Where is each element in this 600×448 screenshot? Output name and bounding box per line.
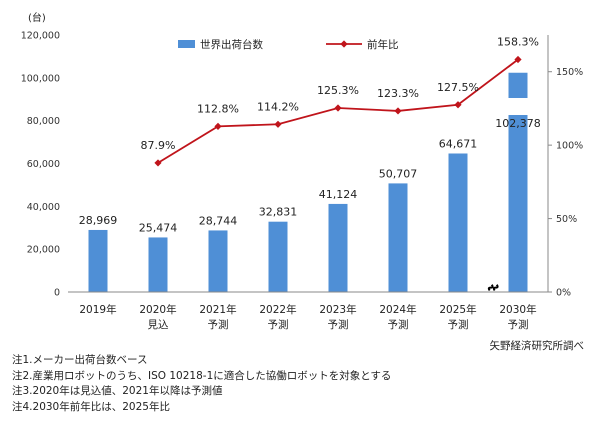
x-category-label: 2023年	[319, 303, 356, 316]
left-y-tick: 20,000	[27, 245, 60, 256]
axis-break-mark	[487, 98, 529, 292]
bar-data-label: 102,378	[495, 117, 541, 130]
left-y-tick: 100,000	[21, 73, 60, 84]
right-y-tick: 0%	[556, 288, 571, 299]
line-marker	[274, 120, 282, 128]
line-marker	[454, 101, 462, 109]
line-data-label: 123.3%	[377, 87, 419, 100]
bar	[508, 72, 528, 292]
footnote: 注1.メーカー出荷台数ベース	[12, 354, 148, 366]
bar-series	[68, 72, 548, 293]
bar-data-label: 28,969	[79, 214, 118, 227]
right-y-tick: 100%	[556, 141, 583, 152]
line-data-label: 158.3%	[497, 36, 539, 49]
footnote: 注3.2020年は見込値、2021年以降は予測値	[12, 385, 223, 397]
x-category-sublabel: 見込	[148, 319, 169, 331]
line-marker	[154, 159, 162, 167]
left-y-tick: 40,000	[27, 202, 60, 213]
y-axis-unit: (台)	[28, 11, 46, 24]
chart: 020,00040,00060,00080,000100,000120,000 …	[21, 11, 583, 331]
x-category-sublabel: 予測	[268, 318, 289, 331]
left-y-tick: 0	[54, 288, 60, 299]
line-series	[154, 55, 522, 167]
bar-data-label: 28,744	[199, 214, 238, 227]
footnote: 注4.2030年前年比は、2025年比	[12, 400, 170, 413]
bar	[88, 229, 108, 292]
x-category-label: 2020年	[139, 303, 176, 316]
legend: 世界出荷台数 前年比	[178, 38, 399, 51]
legend-swatch-marker	[340, 40, 348, 48]
bar	[268, 221, 288, 292]
line-marker	[394, 107, 402, 115]
x-category-sublabel: 予測	[388, 318, 409, 331]
bar-data-label: 41,124	[319, 188, 358, 201]
bar-data-label: 32,831	[259, 206, 298, 219]
line-data-label: 125.3%	[317, 84, 359, 97]
bar	[448, 153, 468, 292]
line-data-label: 87.9%	[141, 139, 176, 152]
right-y-axis-ticks: 0% 50% 100% 150%	[547, 35, 583, 299]
left-y-tick: 120,000	[21, 31, 60, 42]
line-marker	[514, 55, 522, 64]
left-y-tick: 80,000	[27, 116, 60, 127]
x-category-label: 2030年	[499, 303, 536, 316]
legend-label: 前年比	[367, 38, 399, 51]
line-marker	[214, 122, 222, 130]
x-category-sublabel: 予測	[208, 318, 229, 331]
line-data-label: 112.8%	[197, 102, 239, 115]
left-y-axis-ticks: 0 20,000 40,000 60,000 80,000 100,000 120,000	[21, 31, 60, 299]
left-y-tick: 60,000	[27, 159, 60, 170]
line-data-label: 114.2%	[257, 100, 299, 113]
bar-break-gap	[507, 98, 529, 115]
axis-break-tilde	[492, 284, 499, 292]
source-credit: 矢野経済研究所調べ	[489, 340, 585, 352]
bar-data-label: 25,474	[139, 221, 178, 234]
x-category-label: 2021年	[199, 303, 236, 316]
legend-swatch-bars	[178, 40, 195, 48]
x-category-sublabel: 予測	[448, 318, 469, 331]
bar	[328, 203, 348, 292]
axis-break-tilde	[487, 284, 494, 292]
x-category-label: 2019年	[79, 303, 116, 316]
line-marker	[334, 104, 342, 112]
line-data-label: 127.5%	[437, 81, 479, 94]
x-category-label: 2024年	[379, 303, 416, 316]
x-category-sublabel: 予測	[328, 318, 349, 331]
bar-data-label: 50,707	[379, 167, 418, 180]
bar-data-labels: 28,969 25,474 28,744 32,831 41,124 50,707 64,6…	[79, 117, 541, 234]
right-y-tick: 50%	[556, 214, 577, 225]
footnotes: 注1.メーカー出荷台数ベース 注2.産業用ロボットのうち、ISO 10218-1…	[12, 353, 391, 415]
x-category-label: 2022年	[259, 303, 296, 316]
x-category-label: 2025年	[439, 303, 476, 316]
footnote: 注2.産業用ロボットのうち、ISO 10218-1に適合した協働ロボットを対象と…	[12, 369, 392, 382]
bar	[148, 237, 168, 292]
line-data-labels: 87.9% 112.8% 114.2% 125.3% 123.3% 127.5% 158.3…	[141, 36, 539, 152]
bar	[208, 230, 228, 292]
right-y-tick: 150%	[556, 67, 583, 78]
x-category-sublabel: 予測	[508, 318, 529, 331]
legend-label: 世界出荷台数	[200, 38, 263, 51]
bar-data-label: 64,671	[439, 137, 478, 150]
bar	[388, 183, 408, 292]
